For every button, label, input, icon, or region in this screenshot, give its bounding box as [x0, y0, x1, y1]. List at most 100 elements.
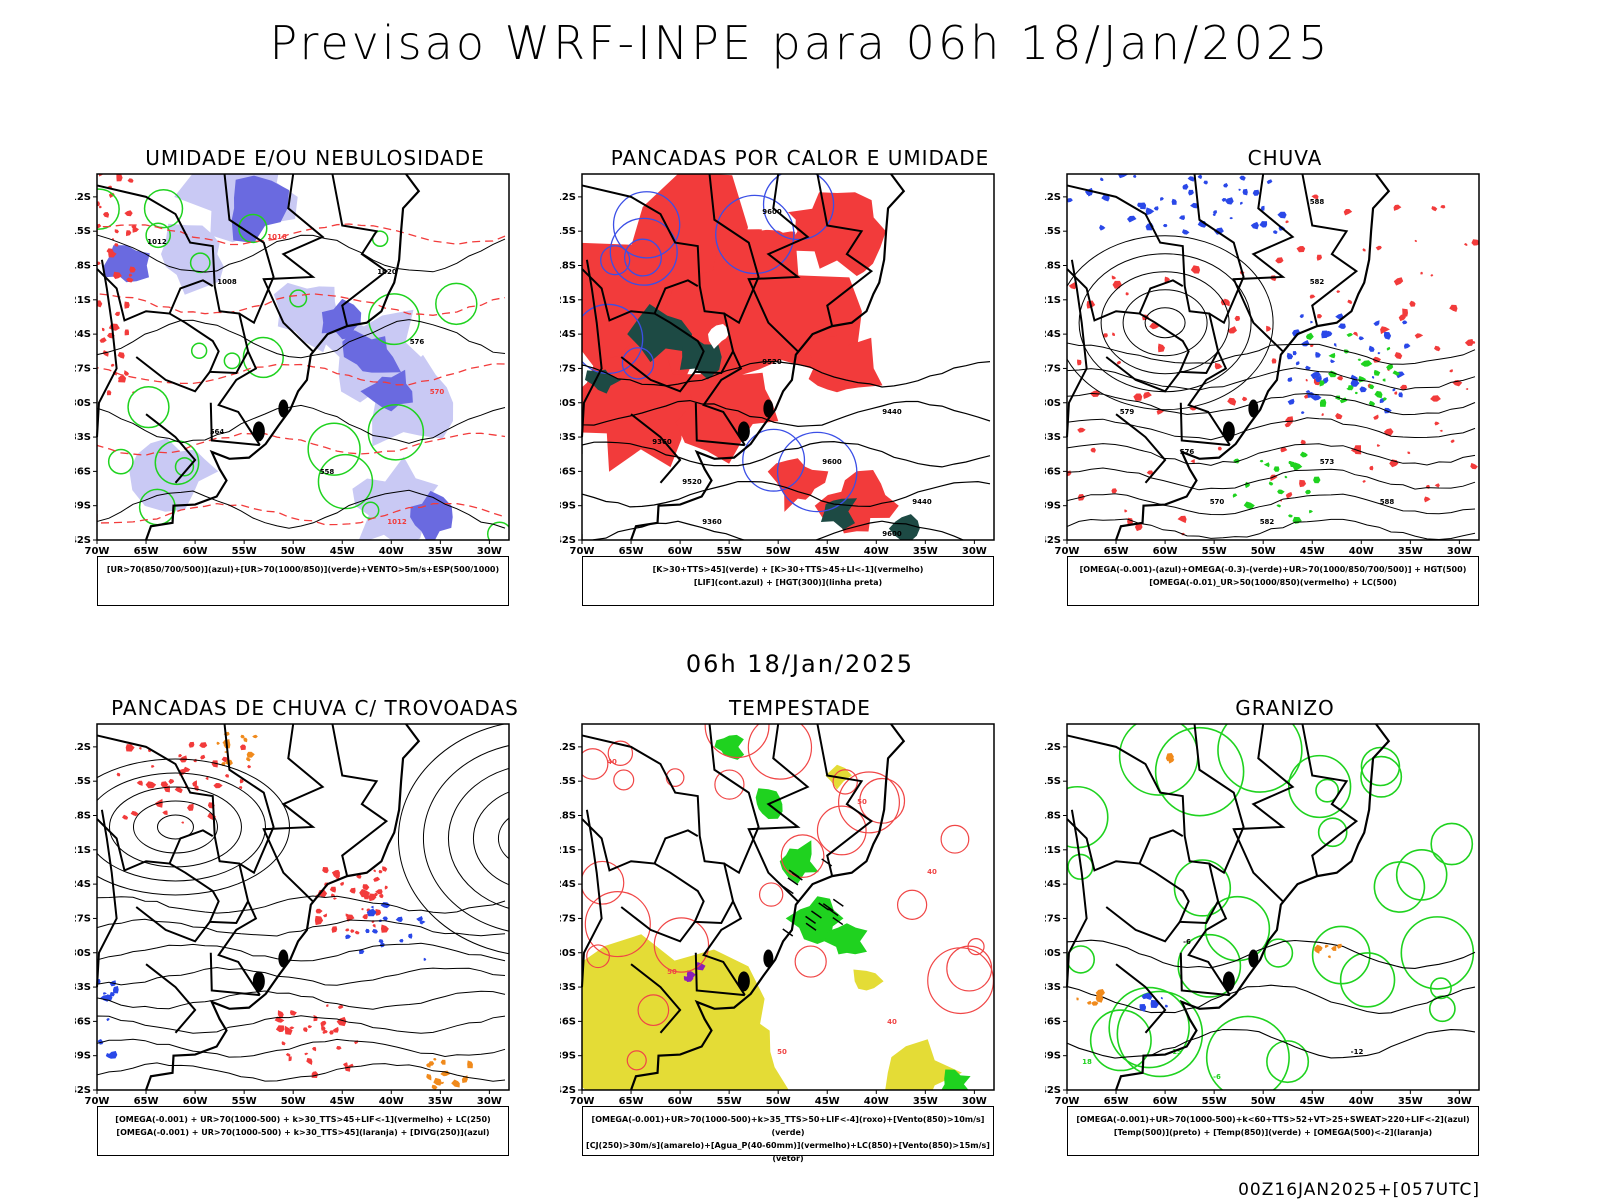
light-blue-area: [273, 282, 356, 353]
precip-water-contour: [816, 805, 867, 856]
political-border: [630, 963, 682, 1034]
red-shower-cell: [213, 783, 223, 789]
orange-shower-cell: [246, 751, 255, 758]
red-rain-cell: [1362, 480, 1366, 483]
red-rain-cell: [1280, 447, 1288, 453]
blue-omega-cell: [1272, 230, 1278, 235]
lon-tick-label: 55W: [232, 546, 257, 557]
lat-tick-label: 42S: [75, 535, 91, 546]
lon-tick-label: 60W: [668, 1096, 693, 1107]
streamline-loop: [132, 800, 218, 854]
green-omega-cell: [1319, 380, 1325, 387]
pressure-contour: [97, 234, 506, 273]
red-shower-cell: [350, 929, 355, 933]
panel-title: GRANIZO: [1235, 696, 1335, 720]
blue-divergence-cell: [109, 992, 115, 997]
blue-divergence-cell: [106, 1018, 110, 1022]
legend-line: [OMEGA(-0.001)+UR>70(1000-500)+k>35_TTS>…: [591, 1115, 985, 1137]
green-omega-cell: [1232, 493, 1238, 498]
political-border: [581, 184, 746, 446]
lat-tick-label: 18S: [1045, 261, 1061, 272]
temp-850-contour: [1317, 817, 1348, 848]
lif-contour: [609, 217, 678, 286]
orange-shower-cell: [243, 737, 248, 743]
red-shower-cell: [322, 913, 327, 918]
temp-850-contour: [1266, 1040, 1310, 1084]
red-rain-cell: [1266, 325, 1272, 332]
lon-tick-label: 60W: [183, 546, 208, 557]
lon-tick-label: 50W: [1251, 1096, 1276, 1107]
temp-850-contour: [1217, 724, 1303, 793]
contour-label: 1012: [147, 238, 167, 246]
lat-tick-label: 27S: [1045, 913, 1061, 924]
blue-omega-cell: [1358, 336, 1365, 341]
lon-tick-label: 70W: [1055, 1096, 1080, 1107]
lat-tick-label: 39S: [75, 1051, 91, 1062]
footer-run-label: 00Z16JAN2025+[057UTC]: [1238, 1180, 1480, 1200]
green-omega-cell: [1319, 399, 1327, 407]
green-contour: [97, 188, 120, 230]
axes-layer: 12S 15S 18S 21S 24S 27S 30S 33S 36S 39S 42S70W 65W 6…: [75, 173, 510, 557]
thickness-contour: [97, 363, 506, 386]
blue-omega-cell: [1084, 187, 1094, 196]
precip-water-contour: [747, 724, 813, 780]
green-contour: [289, 289, 308, 308]
base-layer: [1067, 724, 1479, 1090]
red-speckle: [129, 266, 136, 273]
blue-divergence-cell: [345, 934, 351, 940]
red-shower-cell: [307, 1025, 313, 1029]
green-omega-cell: [1276, 504, 1282, 508]
lat-tick-label: 30S: [560, 398, 576, 409]
red-speckle: [128, 273, 133, 277]
political-border: [581, 268, 734, 375]
red-rain-cell: [1102, 333, 1108, 338]
lat-tick-label: 12S: [75, 192, 91, 203]
map-frame: [581, 173, 995, 541]
hgt-300-contour: [582, 360, 991, 388]
blue-hail-cell: [1160, 997, 1163, 1000]
political-border: [1301, 173, 1359, 327]
streamline: [1067, 367, 1476, 391]
panel-title: PANCADAS POR CALOR E UMIDADE: [610, 146, 990, 170]
red-rain-cell: [1300, 439, 1306, 445]
lif-contour: [600, 245, 631, 276]
red-rain-cell: [1190, 265, 1201, 274]
red-shower-cell: [303, 1027, 308, 1033]
clipped-layer: 1012 1008 1016 1020 576 570 564 558 1012: [97, 174, 509, 540]
political-border: [331, 173, 389, 327]
geo-layer: [96, 173, 421, 541]
red-rain-cell: [1125, 292, 1129, 296]
political-border: [581, 734, 746, 996]
map-frame-bg: [1067, 174, 1479, 540]
base-layer: [1067, 174, 1479, 540]
red-speckle: [99, 205, 102, 209]
hgt-300-contour: [582, 480, 991, 508]
red-rain-cell: [1133, 393, 1143, 401]
red-shower-cell: [289, 1010, 297, 1016]
light-blue-area: [129, 438, 219, 512]
contour-label: 9440: [882, 408, 902, 416]
red-speckle: [127, 178, 134, 183]
lat-tick-label: 21S: [560, 845, 576, 856]
jet-stream-area: [885, 1039, 962, 1090]
blue-omega-cell: [1277, 211, 1287, 219]
red-speckle: [102, 350, 109, 357]
orange-shower-cell: [433, 1077, 442, 1086]
political-border: [747, 173, 810, 352]
political-border: [1301, 723, 1359, 877]
red-shower-cell: [326, 1004, 329, 1007]
red-rain-cell: [1424, 496, 1431, 503]
lon-tick-label: 35W: [428, 1096, 453, 1107]
red-rain-cell: [1470, 462, 1478, 470]
blue-omega-cell: [1383, 331, 1392, 340]
map-frame: [1066, 723, 1480, 1091]
contour-label: 9360: [652, 438, 672, 446]
red-shower-cell: [125, 744, 135, 752]
blue-omega-cell: [1229, 217, 1234, 220]
red-shower-cell: [313, 1014, 318, 1022]
geo-layer: [96, 723, 421, 1091]
red-shower-cell: [200, 754, 206, 760]
contour-label: 576: [1180, 448, 1195, 456]
blue-omega-cell: [1392, 388, 1396, 392]
red-rain-cell: [1311, 194, 1319, 200]
